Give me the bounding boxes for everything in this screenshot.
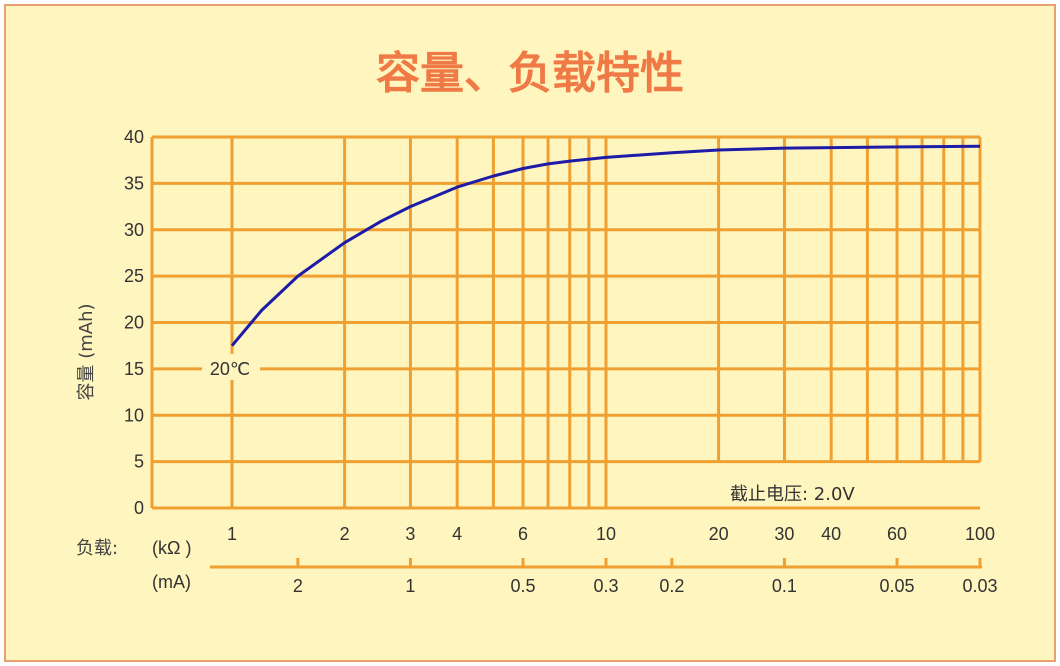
x-tick-label-ma: 0.2 <box>659 576 684 596</box>
x-tick-label-kohm: 20 <box>709 524 729 544</box>
y-tick-label: 5 <box>134 452 144 472</box>
x-tick-label-kohm: 2 <box>340 524 350 544</box>
series-layer: 20℃ <box>202 144 981 380</box>
x-tick-label-kohm: 40 <box>821 524 841 544</box>
x-tick-labels-kohm: 1 2 3 4 6 10 20 30 40 60 100 <box>227 524 995 544</box>
y-tick-label: 10 <box>124 405 144 425</box>
x-tick-label-ma: 1 <box>405 576 415 596</box>
x-tick-label-ma: 0.3 <box>593 576 618 596</box>
y-tick-label: 25 <box>124 266 144 286</box>
y-tick-labels: 0 5 10 15 20 25 30 35 40 <box>124 127 144 518</box>
x-tick-label-ma: 2 <box>293 576 303 596</box>
x-tick-label-ma: 0.05 <box>880 576 915 596</box>
x-tick-label-ma: 0.1 <box>772 576 797 596</box>
chart-frame <box>4 4 1056 662</box>
x-tick-label-ma: 0.5 <box>511 576 536 596</box>
y-tick-label: 35 <box>124 173 144 193</box>
cutoff-voltage-annotation: 截止电压: 2.0V <box>730 484 855 505</box>
x-tick-label-kohm: 60 <box>887 524 907 544</box>
x-tick-labels-ma: 2 1 0.5 0.3 0.2 0.1 0.05 0.03 <box>293 558 998 596</box>
y-tick-label: 0 <box>134 498 144 518</box>
y-tick-label: 30 <box>124 220 144 240</box>
x-tick-label-kohm: 1 <box>227 524 237 544</box>
x-tick-label-kohm: 30 <box>774 524 794 544</box>
x-tick-label-kohm: 10 <box>596 524 616 544</box>
chart-title: 容量、负载特性 <box>376 48 684 99</box>
x-axis-label-prefix: 负载: <box>76 538 118 559</box>
x-unit-kohm: (kΩ ) <box>152 538 191 558</box>
grid <box>150 135 982 510</box>
x-tick-label-kohm: 100 <box>965 524 995 544</box>
series-label: 20℃ <box>210 359 250 379</box>
y-tick-label: 20 <box>124 313 144 333</box>
y-tick-label: 15 <box>124 359 144 379</box>
series-line <box>230 144 981 347</box>
x-tick-label-kohm: 4 <box>452 524 462 544</box>
y-axis-label: 容量 (mAh) <box>76 303 97 400</box>
x-unit-ma: (mA) <box>152 572 191 592</box>
y-tick-label: 40 <box>124 127 144 147</box>
x-tick-label-ma: 0.03 <box>962 576 997 596</box>
x-tick-label-kohm: 6 <box>518 524 528 544</box>
series-label-bg <box>202 353 260 380</box>
x-tick-label-kohm: 3 <box>405 524 415 544</box>
